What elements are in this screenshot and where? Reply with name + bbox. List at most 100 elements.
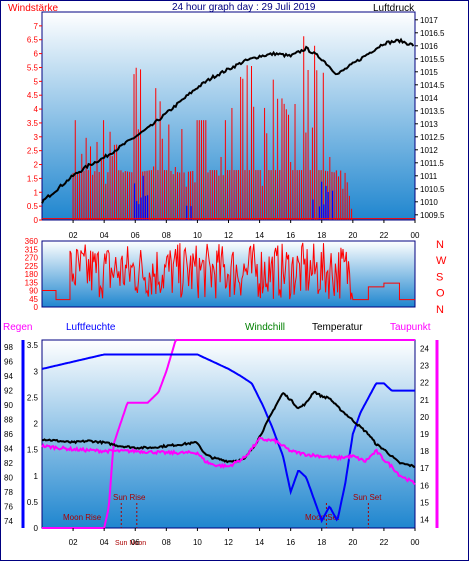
humidity-tick-label: 84 (4, 444, 13, 453)
sun-noon-label: Sun Noon (115, 540, 146, 547)
wind-tick-label: 3 (34, 133, 39, 142)
wind-tick-label: 2.5 (27, 147, 39, 156)
x-tick-label: 08 (162, 231, 171, 240)
rain-tick-label: 3 (34, 367, 39, 376)
humidity-tick-label: 90 (4, 401, 13, 410)
compass-label: N (436, 239, 444, 251)
pressure-tick-label: 1013 (420, 120, 438, 129)
x-tick-label: 14 (255, 538, 264, 547)
pressure-tick-label: 1011.5 (420, 159, 444, 168)
pressure-tick-label: 1014.5 (420, 81, 445, 90)
temperature-tick-label: 17 (420, 464, 429, 473)
event-label: Moon Rise (63, 513, 102, 522)
humidity-line (41, 353, 415, 524)
direction-tick-label: 135 (25, 278, 39, 287)
humidity-tick-label: 80 (4, 473, 13, 482)
x-tick-label: 02 (69, 538, 78, 547)
event-label: Sun Rise (113, 493, 146, 502)
pressure-tick-label: 1014 (420, 94, 438, 103)
humidity-tick-labels: 98 96 94 92 90 88 86 84 82 80 78 76 74 (4, 343, 13, 526)
panel3-x-tick-labels: 02 04 06 08 10 12 14 16 18 20 22 00 (69, 528, 420, 547)
wind-tick-label: 5 (34, 77, 39, 86)
temperature-line (41, 390, 416, 468)
wind-tick-label: 5.5 (27, 63, 39, 72)
panel1-plot-area (41, 11, 416, 221)
wind-bars (42, 36, 415, 220)
x-tick-label: 22 (379, 231, 388, 240)
wind-tick-label: 2 (34, 161, 39, 170)
wind-tick-label: 1.5 (27, 174, 39, 183)
compass-label: W (436, 255, 447, 267)
pressure-tick-label: 1015.5 (420, 55, 445, 64)
wind-tick-label: 7 (34, 22, 39, 31)
x-tick-label: 16 (286, 231, 295, 240)
pressure-tick-label: 1016.5 (420, 29, 445, 38)
wind-tick-label: 3.5 (27, 119, 39, 128)
panel2-plot-area (41, 240, 416, 308)
humidity-tick-label: 76 (4, 502, 13, 511)
direction-tick-label: 270 (25, 254, 39, 263)
temperature-axis-title: Temperatur (312, 322, 363, 333)
rain-tick-label: 1.5 (27, 446, 39, 455)
humidity-tick-label: 86 (4, 430, 13, 439)
x-tick-label: 04 (100, 231, 109, 240)
humidity-tick-label: 92 (4, 387, 13, 396)
wind-tick-label: 4.5 (27, 91, 39, 100)
temperature-tick-label: 19 (420, 430, 429, 439)
direction-tick-label: 225 (25, 262, 39, 271)
rain-tick-label: 3.5 (27, 341, 39, 350)
rain-tick-label: 2.5 (27, 393, 39, 402)
pressure-tick-label: 1016 (420, 42, 438, 51)
compass-label: N (436, 304, 444, 316)
panel1-x-tick-labels: 02 04 06 08 10 12 14 16 18 20 22 00 (69, 220, 420, 240)
direction-tick-label: 90 (29, 287, 38, 296)
dewpoint-axis-title: Taupunkt (390, 322, 431, 333)
x-tick-label: 08 (162, 538, 171, 547)
dewpoint-line (41, 436, 416, 486)
temperature-tick-label: 23 (420, 362, 429, 371)
x-tick-label: 06 (131, 538, 140, 547)
humidity-tick-label: 74 (4, 517, 13, 526)
x-tick-label: 16 (286, 538, 295, 547)
x-tick-label: 02 (69, 231, 78, 240)
x-tick-label: 00 (411, 538, 420, 547)
panel-temperature-humidity: Regen Luftfeuchte Windchill Temperatur T… (3, 322, 439, 547)
temperature-tick-label: 21 (420, 396, 429, 405)
direction-tick-label: 360 (25, 237, 39, 246)
pressure-axis-title: Luftdruck (373, 3, 415, 14)
pressure-tick-label: 1012 (420, 146, 438, 155)
x-tick-label: 10 (193, 538, 202, 547)
rain-tick-label: 0 (34, 524, 39, 533)
panel-wind-pressure: Windstärke 24 hour graph day : 29 Juli 2… (8, 2, 445, 240)
temperature-tick-label: 15 (420, 498, 429, 507)
temperature-tick-label: 18 (420, 447, 429, 456)
rain-tick-labels: 3.5 3 2.5 2 1.5 1 0.5 0 (27, 341, 39, 533)
chart-title: 24 hour graph day : 29 Juli 2019 (172, 2, 316, 13)
humidity-tick-label: 82 (4, 459, 13, 468)
humidity-tick-label: 78 (4, 488, 13, 497)
temperature-tick-labels: 24 23 22 21 20 19 18 17 16 15 14 (420, 345, 429, 525)
humidity-tick-label: 98 (4, 343, 13, 352)
temperature-tick-label: 20 (420, 413, 429, 422)
event-label: Sun Set (353, 493, 382, 502)
pressure-tick-label: 1017 (420, 16, 438, 25)
direction-tick-label: 315 (25, 245, 39, 254)
wind-tick-label: 1 (34, 188, 39, 197)
x-tick-label: 22 (379, 538, 388, 547)
wind-tick-label: 0 (34, 216, 39, 225)
humidity-tick-label: 96 (4, 358, 13, 367)
x-tick-label: 10 (193, 231, 202, 240)
temperature-tick-label: 24 (420, 345, 429, 354)
humidity-axis-title: Luftfeuchte (66, 322, 116, 333)
wind-tick-label: 6.5 (27, 36, 39, 45)
pressure-tick-label: 1015 (420, 68, 438, 77)
direction-tick-label: 45 (29, 295, 38, 304)
x-tick-label: 18 (317, 231, 326, 240)
rain-tick-label: 0.5 (27, 498, 39, 507)
x-tick-label: 12 (224, 231, 233, 240)
x-tick-label: 20 (348, 538, 357, 547)
